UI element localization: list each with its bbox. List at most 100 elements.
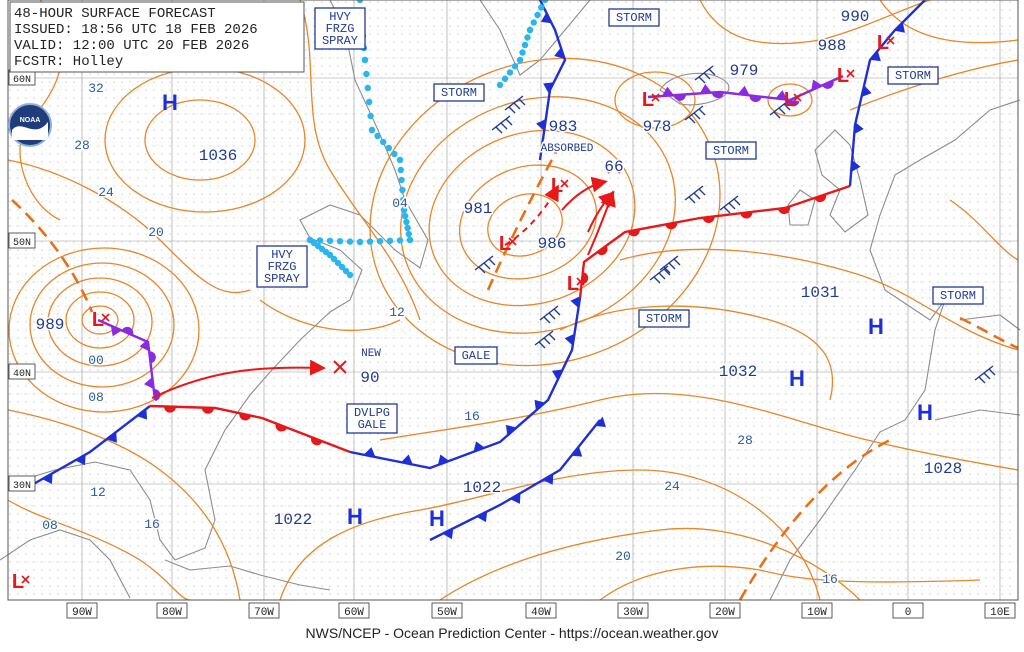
latitude-label-box (8, 232, 36, 249)
cold-front (848, 0, 926, 187)
high-center: H (917, 400, 933, 425)
low-center: L (92, 309, 104, 331)
ice-edge-dot (404, 224, 411, 232)
latitude-label-box (8, 475, 36, 492)
low-center: L (551, 175, 563, 197)
ice-edge-dot (334, 259, 342, 267)
warning-text: FRZG (268, 260, 297, 274)
warning-text: STORM (895, 69, 931, 83)
valid-time: VALID: 12:00 UTC 20 FEB 2026 (14, 38, 249, 54)
wind-barb (684, 105, 706, 124)
footer-credit: NWS/NCEP - Ocean Prediction Center - htt… (306, 625, 719, 641)
isobar (559, 305, 834, 401)
ice-edge-dot (397, 166, 404, 174)
ice-edge-dot (400, 206, 408, 214)
occluded-pip (121, 326, 134, 336)
cold-pip (473, 441, 485, 452)
longitude-label: 10E (990, 607, 1010, 619)
issued-time: ISSUED: 18:56 UTC 18 FEB 2026 (14, 22, 258, 38)
wind-barb (694, 65, 716, 84)
isobar (259, 299, 401, 331)
ice-edge-dot (530, 19, 537, 26)
low-pressure: 983 (549, 118, 578, 136)
cold-front (29, 405, 151, 488)
ice-edge-dot (367, 112, 374, 120)
isobar (7, 499, 191, 601)
cold-pip (543, 82, 554, 93)
ice-edge-dot (496, 81, 504, 89)
longitude-label: 30W (623, 607, 643, 619)
isobar-label: 00 (88, 353, 104, 368)
cold-pip (536, 119, 546, 131)
header-box: 48-HOUR SURFACE FORECAST ISSUED: 18:56 U… (9, 1, 305, 73)
longitude-label-box (525, 602, 557, 619)
low-position (793, 93, 802, 102)
noaa-logo: NOAA (8, 103, 52, 147)
cold-pip (510, 493, 521, 504)
ice-edge-dot (386, 237, 394, 244)
longitude-label: 0 (905, 607, 912, 619)
ice-edge-dot (406, 236, 414, 244)
longitude-label: 50W (437, 607, 457, 619)
high-center: H (162, 90, 178, 115)
ice-edge-dot (398, 176, 405, 184)
ice-edge-dot (336, 238, 344, 245)
cold-pip (571, 446, 583, 457)
high-center: H (347, 504, 363, 529)
forecaster: FCSTR: Holley (14, 54, 123, 70)
isobar-label: 28 (74, 138, 90, 153)
low-center: L (837, 65, 849, 87)
ice-edge-dot (380, 138, 387, 146)
warning-text: STORM (616, 11, 652, 25)
wind-barb (504, 95, 526, 114)
low-center: L (784, 89, 796, 111)
ice-edge-dot (361, 56, 369, 64)
occluded-pip (822, 80, 834, 89)
low-pressure: 988 (818, 37, 847, 55)
wind-barb (684, 185, 706, 204)
warm-pip (778, 207, 791, 215)
longitude-label-box (66, 602, 98, 619)
cold-pip (42, 473, 53, 484)
ice-edge-dot (330, 255, 338, 263)
isobar-label: 16 (822, 572, 838, 587)
isobar (279, 469, 821, 601)
ice-edge-dot (402, 212, 409, 220)
warning-text: FRZG (326, 22, 355, 36)
isobar-label: 28 (737, 433, 753, 448)
high-pressure: 1031 (801, 284, 839, 302)
isobar (949, 199, 1019, 261)
warm-pip (814, 194, 827, 203)
warm-front (149, 404, 351, 454)
ice-edge-dot (519, 49, 526, 56)
wind-barb (769, 100, 791, 119)
latitude-label: 40N (13, 369, 31, 380)
latitude-label: 50N (13, 238, 31, 249)
high-pressure: 1036 (199, 147, 237, 165)
isobar-label: 08 (88, 390, 104, 405)
occluded-pip (775, 90, 788, 100)
wind-barb (474, 255, 496, 274)
ice-edge-dot (403, 218, 410, 226)
wind-barb (539, 305, 561, 324)
ice-edge-dot (366, 98, 373, 106)
ice-edge-dot (526, 26, 534, 34)
low-pressure: 989 (36, 316, 65, 334)
ice-edge-dot (399, 186, 406, 194)
cold-pip (542, 473, 554, 485)
warning-box (932, 286, 984, 305)
cold-pip (861, 85, 872, 97)
high-center: H (429, 506, 445, 531)
longitude-label: 60W (344, 607, 364, 619)
isobar (7, 159, 251, 294)
cold-pip (534, 399, 545, 411)
isobar (299, 0, 421, 321)
isobar (81, 305, 119, 335)
wind-barb (974, 365, 996, 384)
cold-pip (854, 122, 864, 135)
cold-pip (400, 454, 413, 465)
low-pressure: 990 (841, 8, 870, 26)
ice-edge-dot (506, 69, 514, 76)
isobar-label: 16 (144, 517, 160, 532)
ice-edge-dot (400, 196, 407, 204)
